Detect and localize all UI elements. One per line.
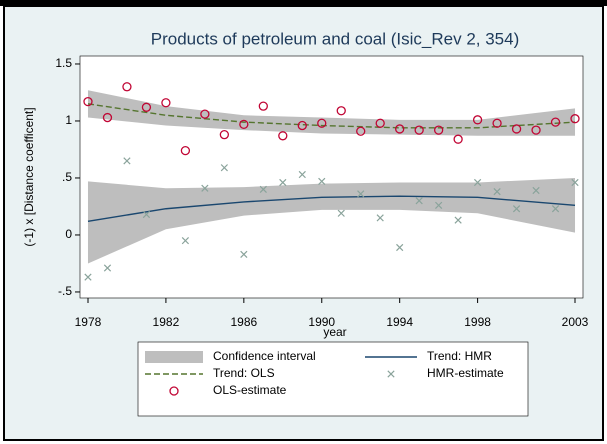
ols-point <box>414 125 424 135</box>
ols-point <box>511 124 522 134</box>
y-tick-label: 1.5 <box>55 56 72 70</box>
hmr-point <box>357 190 365 198</box>
legend-label: Trend: OLS <box>213 366 275 380</box>
ols-point <box>453 134 463 144</box>
hmr-point <box>435 201 443 209</box>
ols-point <box>278 131 288 141</box>
y-tick-label: .5 <box>62 170 72 184</box>
ols-point <box>102 112 113 123</box>
legend-key <box>145 351 203 363</box>
ols-point <box>492 118 502 128</box>
x-tick-label: 2003 <box>562 315 589 329</box>
hmr-point <box>240 250 248 258</box>
ols-point <box>395 124 405 134</box>
hmr-point <box>298 170 306 179</box>
legend-key <box>169 386 179 396</box>
legend-label: OLS-estimate <box>213 383 287 397</box>
ols-point <box>219 130 230 140</box>
y-tick-label: -.5 <box>58 284 72 298</box>
hmr-point <box>318 177 326 186</box>
hmr-point <box>103 264 112 272</box>
top-bar <box>0 0 607 6</box>
y-axis-label: (-1) x [Distance coefficent] <box>22 107 36 246</box>
ols-point <box>258 101 268 111</box>
x-tick-label: 1994 <box>386 315 413 329</box>
hmr-point <box>201 184 209 192</box>
hmr-point <box>259 185 267 193</box>
ols-point <box>531 125 541 135</box>
ols-point <box>336 106 346 116</box>
hmr-point <box>181 237 190 245</box>
hmr-point <box>220 164 228 172</box>
ols-point <box>550 117 561 127</box>
hmr-point <box>571 178 579 187</box>
x-tick-label: 1998 <box>464 315 491 329</box>
confidence-band <box>87 177 576 264</box>
legend-label: Confidence interval <box>213 349 316 363</box>
confidence-band <box>87 90 576 136</box>
ols-point <box>122 82 132 92</box>
ols-point <box>161 98 171 108</box>
y-tick-label: 1 <box>65 113 72 127</box>
ols-point <box>141 102 152 112</box>
hmr-point <box>493 188 501 196</box>
ols-point <box>472 115 483 125</box>
x-tick-label: 1982 <box>153 315 180 329</box>
ols-point <box>356 126 366 136</box>
hmr-point <box>123 157 131 165</box>
ols-point <box>375 118 385 128</box>
hmr-point <box>551 205 560 213</box>
ols-point <box>83 96 93 107</box>
hmr-point <box>337 209 345 217</box>
ols-point <box>180 145 191 156</box>
hmr-point <box>473 178 482 187</box>
ols-point <box>433 125 444 135</box>
hmr-point <box>532 186 540 195</box>
ols-point <box>570 114 580 124</box>
legend-label: Trend: HMR <box>427 349 492 363</box>
hmr-point <box>415 197 423 205</box>
hmr-point <box>84 273 92 281</box>
chart-title: Products of petroleum and coal (Isic_Rev… <box>151 29 520 48</box>
ols-point <box>317 118 327 128</box>
hmr-point <box>512 205 521 213</box>
x-axis-label: year <box>323 325 346 339</box>
hmr-point <box>279 178 287 187</box>
hmr-point <box>142 210 151 219</box>
ols-point <box>297 120 307 131</box>
trend-line <box>87 195 576 222</box>
legend-key <box>387 370 395 378</box>
trend-line <box>87 103 576 129</box>
ols-point <box>200 109 210 119</box>
y-tick-label: 0 <box>65 227 72 241</box>
ols-point <box>239 119 249 130</box>
hmr-point <box>454 216 462 224</box>
x-tick-label: 1978 <box>75 315 102 329</box>
x-tick-label: 1990 <box>308 315 335 329</box>
hmr-point <box>396 243 404 252</box>
x-tick-label: 1986 <box>230 315 257 329</box>
plot-area <box>79 55 584 299</box>
legend-label: HMR-estimate <box>427 366 504 380</box>
hmr-point <box>376 214 384 222</box>
